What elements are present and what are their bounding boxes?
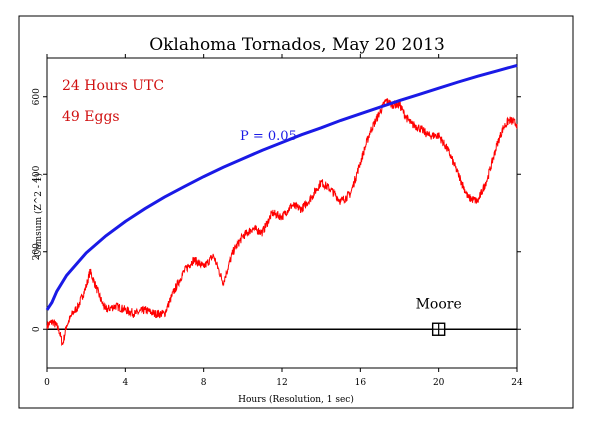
y-tick-label: 400 xyxy=(32,165,42,182)
chart-title: Oklahoma Tornados, May 20 2013 xyxy=(149,35,445,55)
p-curve-line xyxy=(45,63,518,311)
x-tick-label: 12 xyxy=(276,378,287,388)
y-tick-label: 0 xyxy=(32,326,42,332)
moore-event-marker-icon xyxy=(431,322,446,336)
outer-frame xyxy=(18,15,574,409)
x-axis-label: Hours (Resolution, 1 sec) xyxy=(238,394,354,405)
x-tick-label: 16 xyxy=(355,378,367,388)
x-tick-label: 24 xyxy=(511,378,523,388)
x-tick-label: 8 xyxy=(201,378,207,388)
plot-area: 0 4 8 12 16 20 24 0 200 400 600 xyxy=(32,54,523,388)
axis-ticks: 0 4 8 12 16 20 24 0 200 400 600 xyxy=(32,54,523,388)
x-tick-label: 0 xyxy=(44,378,50,388)
p-value-annotation: P = 0.05 xyxy=(240,129,297,144)
cumsum-series-line xyxy=(46,98,518,347)
x-tick-label: 20 xyxy=(433,378,445,388)
moore-event-label: Moore xyxy=(416,296,462,312)
hours-utc-annotation: 24 Hours UTC xyxy=(62,78,164,94)
x-tick-label: 4 xyxy=(122,378,128,388)
y-tick-label: 600 xyxy=(32,88,42,105)
eggs-annotation: 49 Eggs xyxy=(62,109,120,125)
y-axis-label: Cumsum (Z^2 - 1) xyxy=(33,173,44,257)
y-tick-label: 200 xyxy=(32,243,42,260)
